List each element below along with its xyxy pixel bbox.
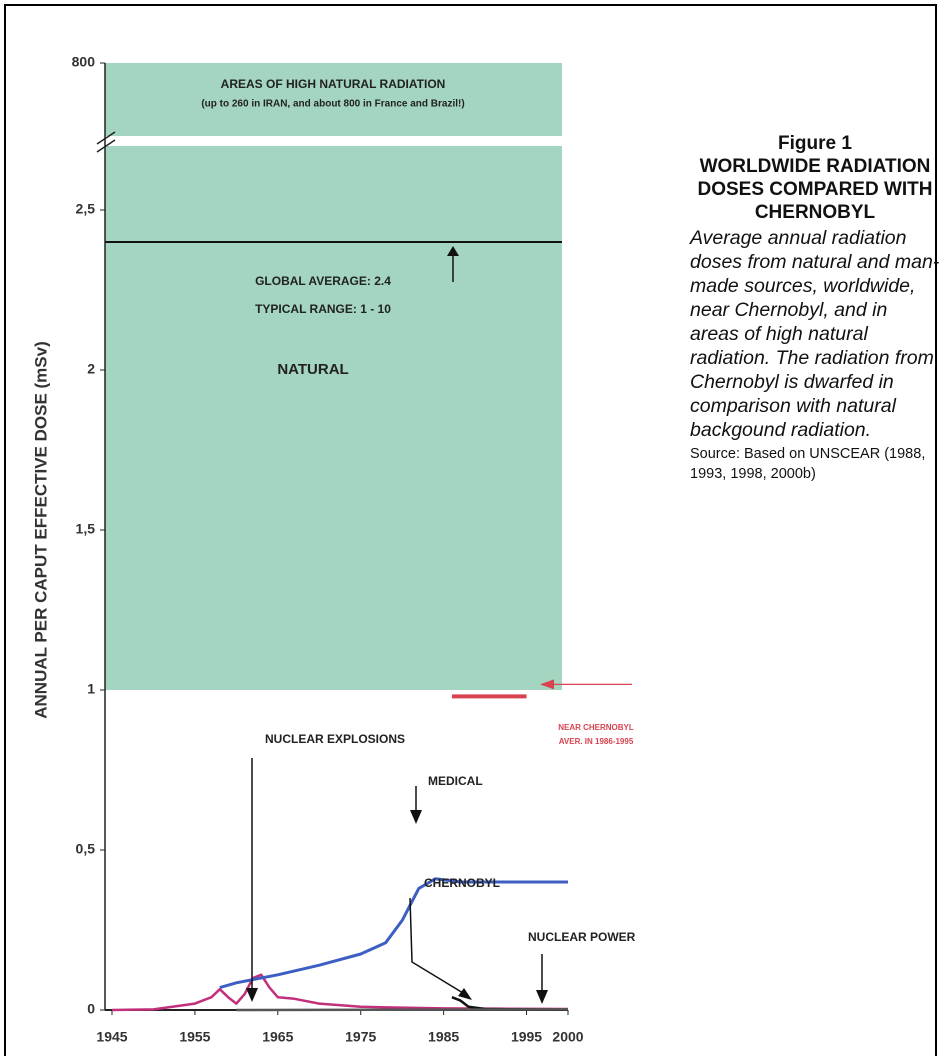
x-tick-label: 1955 [179, 1029, 210, 1045]
series-line [219, 877, 568, 990]
arrow-head [447, 246, 459, 256]
source: Source: Based on UNSCEAR (1988, 1993, 19… [690, 446, 926, 482]
arrow-head [458, 988, 472, 1000]
series-label: CHERNOBYL [424, 876, 500, 890]
annotation: NEAR CHERNOBYL [558, 723, 634, 732]
x-tick-label: 1995 [511, 1029, 542, 1045]
series-line [236, 1008, 569, 1012]
x-tick-label: 1985 [428, 1029, 459, 1045]
arrow-head [540, 679, 554, 690]
x-tick-label: 1945 [96, 1029, 127, 1045]
arrow-head [410, 810, 422, 824]
description: Average annual radiation doses from natu… [690, 227, 940, 441]
series-label: NUCLEAR POWER [528, 930, 636, 944]
arrow [409, 897, 469, 997]
arrow-head [246, 988, 258, 1002]
high-natural-band [105, 63, 562, 136]
y-tick-label: 2,5 [76, 201, 96, 217]
x-tick-label: 1975 [345, 1029, 376, 1045]
natural-band [105, 146, 562, 690]
caption: Figure 1 WORLDWIDE RADIATION DOSES COMPA… [690, 132, 940, 484]
series-label: NUCLEAR EXPLOSIONS [265, 732, 405, 746]
y-tick-label: 2 [87, 361, 95, 377]
annotation: AREAS OF HIGH NATURAL RADIATION [221, 77, 446, 91]
series-line [111, 973, 569, 1012]
arrow-head [536, 990, 548, 1004]
annotation: (up to 260 in IRAN, and about 800 in Fra… [201, 99, 464, 110]
y-tick-label: 800 [72, 54, 96, 70]
figure-label: Figure 1 [778, 133, 852, 154]
x-tick-label: 2000 [552, 1029, 583, 1045]
y-tick-label: 1 [87, 681, 95, 697]
series-label: MEDICAL [428, 774, 483, 788]
x-tick-label: 1965 [262, 1029, 293, 1045]
frame [4, 4, 937, 1056]
annotation: GLOBAL AVERAGE: 2.4 [255, 274, 391, 288]
figure-title: WORLDWIDE RADIATION DOSES COMPARED WITH … [697, 156, 933, 223]
y-tick-label: 1,5 [76, 521, 96, 537]
y-tick-label: 0 [87, 1001, 95, 1017]
y-axis-label: ANNUAL PER CAPUT EFFECTIVE DOSE (mSv) [31, 341, 50, 719]
annotation: AVER. IN 1986-1995 [559, 737, 634, 746]
y-tick-label: 0,5 [76, 841, 96, 857]
annotation: TYPICAL RANGE: 1 - 10 [255, 302, 391, 316]
axis-break [96, 131, 116, 153]
annotation: NATURAL [277, 361, 348, 378]
